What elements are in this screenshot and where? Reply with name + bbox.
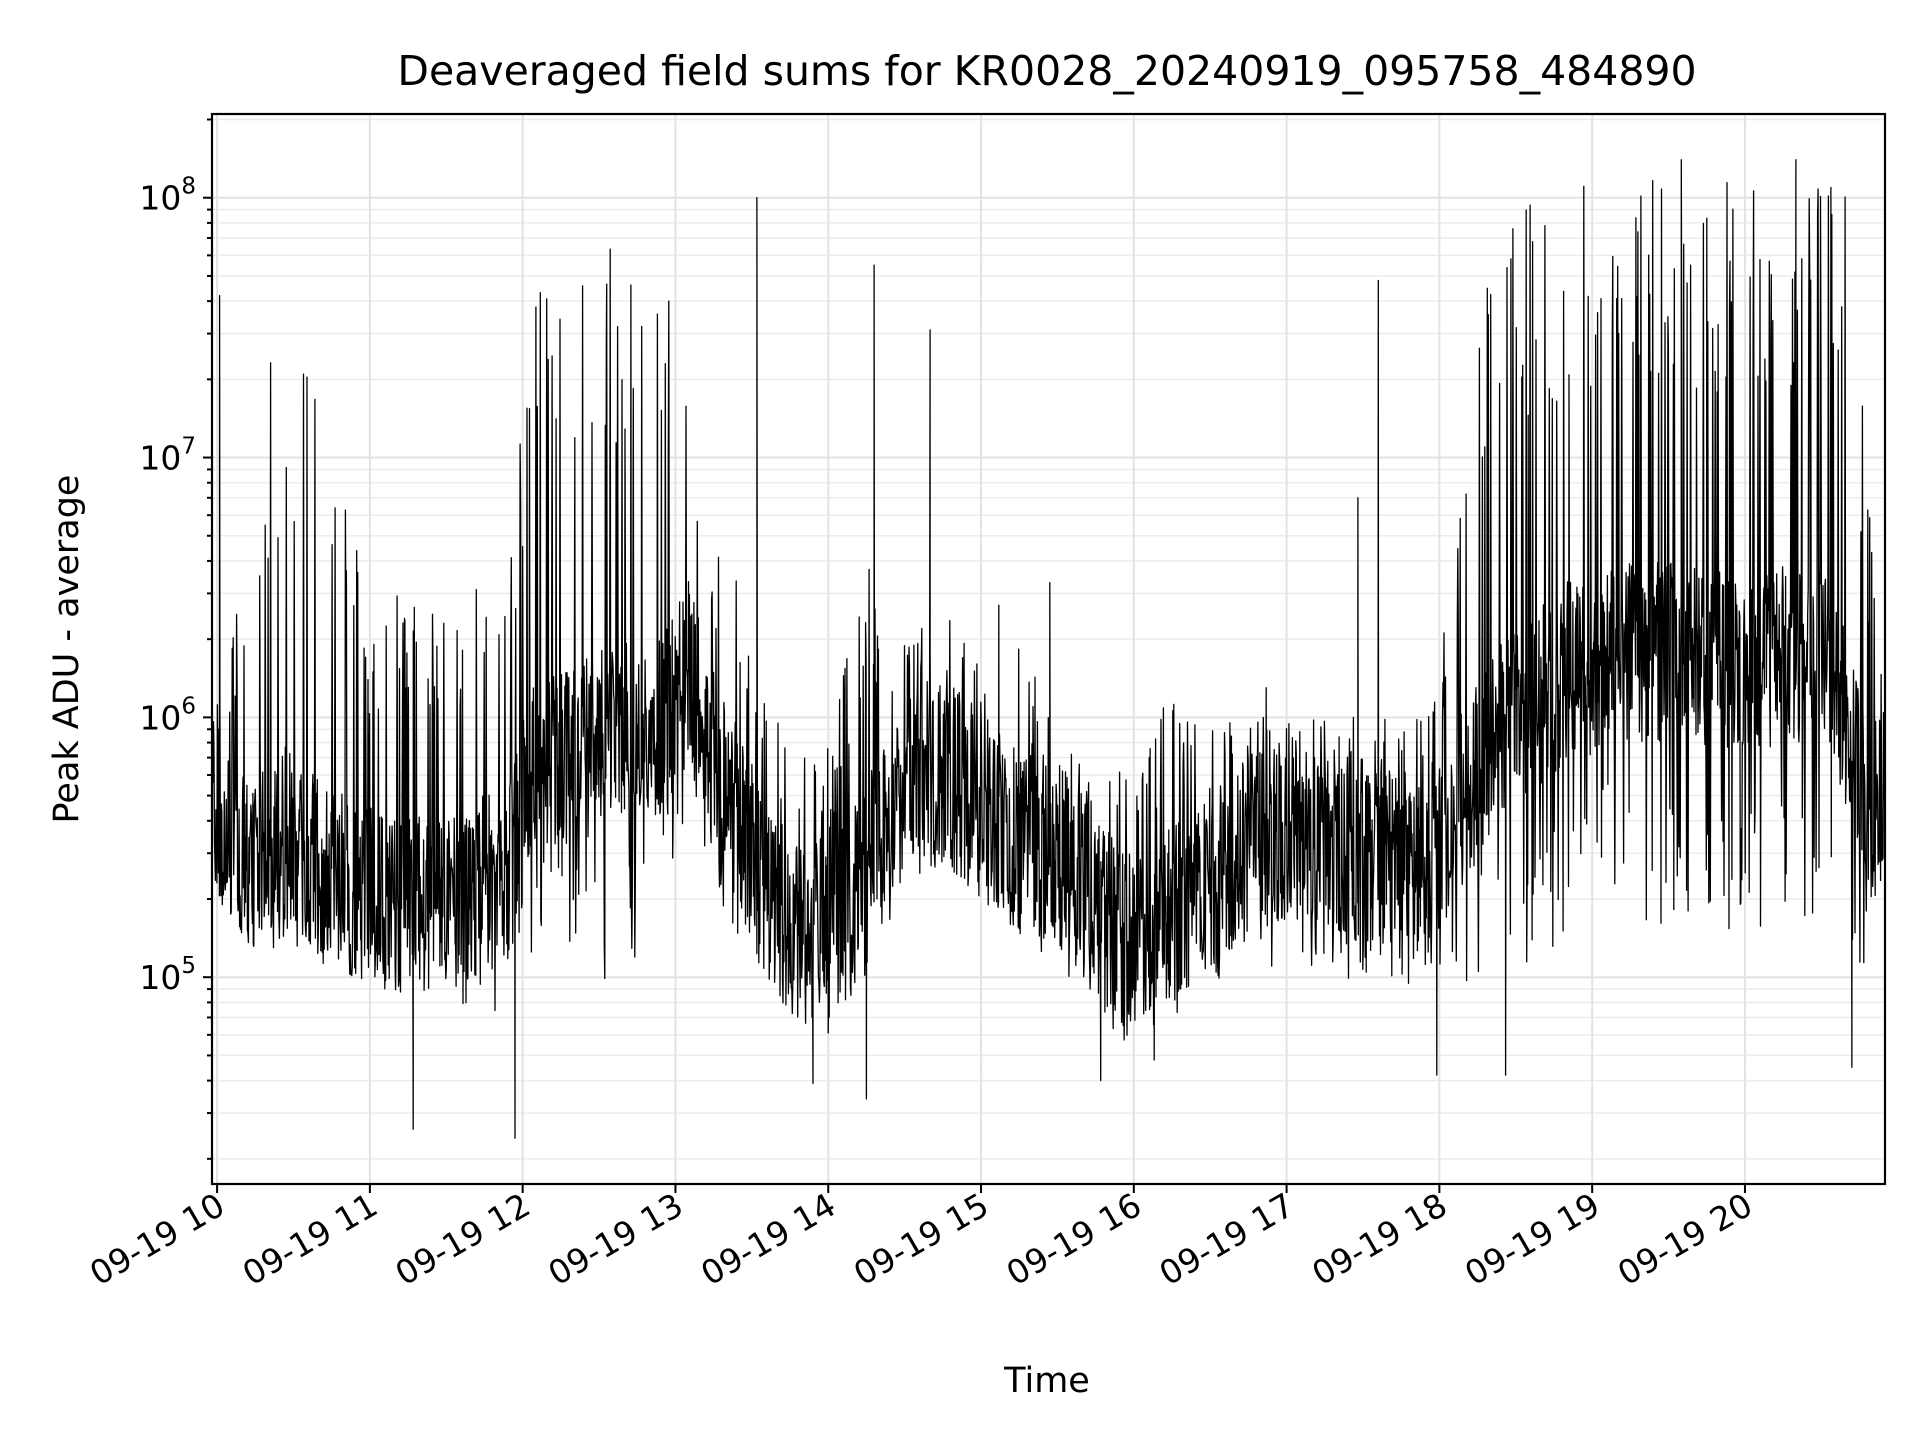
- y-axis-label: Peak ADU - average: [47, 475, 87, 824]
- y-tick-label: 105: [139, 953, 196, 997]
- y-tick-label: 108: [139, 174, 196, 218]
- x-tick-label: 09-19 15: [847, 1185, 995, 1293]
- x-tick-label: 09-19 11: [236, 1185, 384, 1293]
- chart-title: Deaveraged field sums for KR0028_2024091…: [397, 47, 1696, 95]
- x-tick-label: 09-19 16: [1000, 1185, 1148, 1293]
- x-axis: 09-19 10 09-19 11 09-19 12 09-19 13 09-19 14…: [83, 1184, 1759, 1293]
- x-tick-label: 09-19 14: [694, 1185, 842, 1293]
- grid: [212, 114, 1885, 1184]
- x-tick-label: 09-19 13: [541, 1185, 689, 1293]
- x-tick-label: 09-19 19: [1458, 1185, 1606, 1293]
- x-tick-label: 09-19 17: [1153, 1185, 1301, 1293]
- x-tick-label: 09-19 18: [1305, 1185, 1453, 1293]
- series-layer: [211, 159, 1886, 1139]
- y-axis: 105 106 107 108: [139, 118, 212, 1160]
- x-tick-label: 09-19 12: [389, 1185, 537, 1293]
- plot-frame: [210, 112, 1887, 1186]
- y-tick-label: 107: [139, 434, 196, 478]
- y-tick-label: 106: [139, 693, 196, 737]
- x-tick-label: 09-19 10: [83, 1185, 231, 1293]
- series-line: [211, 159, 1886, 1139]
- x-tick-label: 09-19 20: [1611, 1185, 1759, 1293]
- x-axis-label: Time: [1003, 1361, 1090, 1401]
